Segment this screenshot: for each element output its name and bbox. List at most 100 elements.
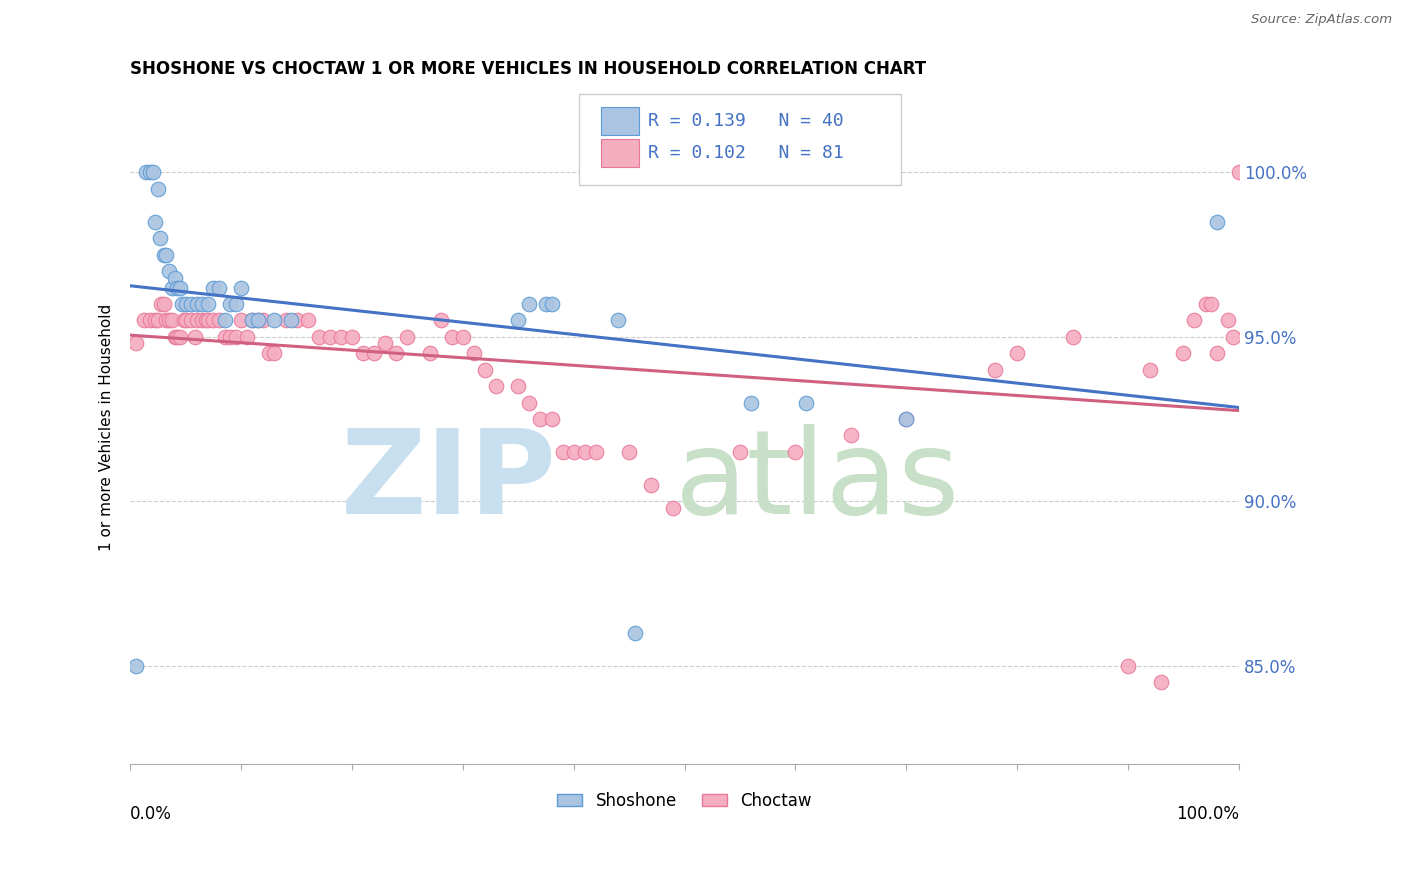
Point	[214, 313, 236, 327]
Point	[141, 165, 163, 179]
Point	[146, 182, 169, 196]
Point	[1194, 297, 1216, 311]
FancyBboxPatch shape	[602, 139, 640, 167]
Point	[896, 412, 918, 426]
Point	[231, 280, 253, 294]
Point	[139, 313, 162, 327]
Point	[219, 330, 242, 344]
Point	[662, 500, 685, 515]
Point	[274, 313, 297, 327]
Point	[540, 297, 562, 311]
Point	[984, 362, 1007, 376]
Point	[172, 297, 194, 311]
Point	[166, 330, 188, 344]
Point	[396, 330, 419, 344]
Point	[169, 280, 191, 294]
Point	[180, 313, 202, 327]
Point	[202, 313, 225, 327]
Point	[297, 313, 319, 327]
Point	[263, 313, 285, 327]
Point	[1199, 297, 1222, 311]
Point	[246, 313, 269, 327]
Point	[157, 313, 180, 327]
Point	[263, 346, 285, 360]
Point	[174, 313, 197, 327]
Point	[132, 313, 155, 327]
Legend: Shoshone, Choctaw: Shoshone, Choctaw	[551, 785, 818, 816]
Point	[240, 313, 263, 327]
Point	[139, 165, 162, 179]
Point	[285, 313, 308, 327]
Point	[197, 297, 219, 311]
Point	[252, 313, 274, 327]
Point	[451, 330, 474, 344]
Point	[257, 346, 280, 360]
Point	[585, 445, 607, 459]
Text: SHOSHONE VS CHOCTAW 1 OR MORE VEHICLES IN HOUSEHOLD CORRELATION CHART: SHOSHONE VS CHOCTAW 1 OR MORE VEHICLES I…	[131, 60, 927, 78]
Point	[231, 313, 253, 327]
Point	[191, 313, 214, 327]
Point	[219, 297, 242, 311]
Point	[607, 313, 630, 327]
Point	[163, 330, 186, 344]
Point	[429, 313, 451, 327]
Text: 0.0%: 0.0%	[131, 805, 172, 822]
Point	[191, 297, 214, 311]
Point	[155, 247, 177, 261]
Point	[529, 412, 551, 426]
Point	[574, 445, 596, 459]
Point	[463, 346, 485, 360]
Point	[796, 395, 818, 409]
Point	[1216, 313, 1239, 327]
Text: atlas: atlas	[675, 424, 960, 539]
Point	[540, 412, 562, 426]
Point	[1116, 658, 1139, 673]
Text: 100.0%: 100.0%	[1175, 805, 1239, 822]
Point	[363, 346, 385, 360]
Point	[508, 313, 530, 327]
Point	[166, 280, 188, 294]
Point	[839, 428, 862, 442]
Point	[1222, 330, 1244, 344]
Point	[152, 247, 174, 261]
Point	[623, 625, 645, 640]
Point	[1227, 165, 1250, 179]
Point	[1205, 346, 1227, 360]
Point	[135, 165, 157, 179]
Point	[1005, 346, 1028, 360]
Point	[186, 297, 208, 311]
Point	[149, 231, 172, 245]
Text: ZIP: ZIP	[342, 424, 557, 539]
Point	[246, 313, 269, 327]
Point	[240, 313, 263, 327]
Point	[174, 297, 197, 311]
Point	[225, 297, 247, 311]
Point	[143, 313, 166, 327]
Point	[194, 313, 217, 327]
Point	[208, 280, 231, 294]
Point	[617, 445, 640, 459]
Point	[440, 330, 463, 344]
Point	[1139, 362, 1161, 376]
Point	[419, 346, 441, 360]
Point	[152, 297, 174, 311]
Point	[162, 313, 184, 327]
Point	[551, 445, 574, 459]
Text: Source: ZipAtlas.com: Source: ZipAtlas.com	[1251, 13, 1392, 27]
Point	[202, 280, 225, 294]
Point	[319, 330, 342, 344]
Point	[150, 297, 173, 311]
Point	[352, 346, 374, 360]
Point	[125, 336, 148, 351]
Point	[562, 445, 585, 459]
Point	[155, 313, 177, 327]
Point	[508, 379, 530, 393]
Point	[1150, 675, 1173, 690]
Point	[740, 395, 762, 409]
Point	[728, 445, 751, 459]
Point	[197, 313, 219, 327]
Point	[896, 412, 918, 426]
Point	[785, 445, 807, 459]
Point	[162, 280, 184, 294]
Point	[640, 478, 662, 492]
